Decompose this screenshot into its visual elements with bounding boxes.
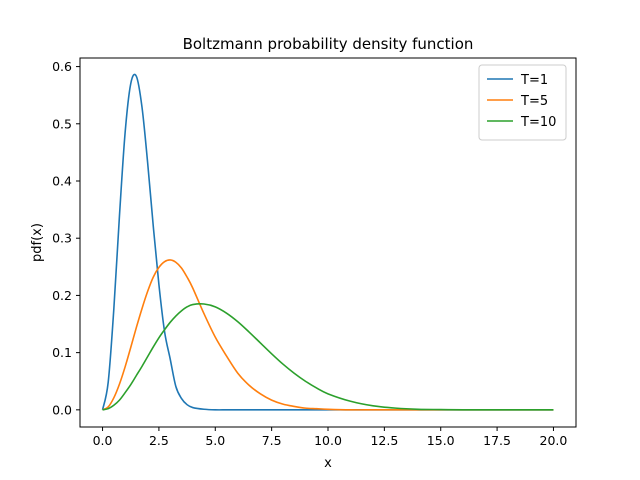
y-axis-label: pdf(x): [30, 223, 45, 262]
x-tick-label: 0.0: [93, 433, 113, 448]
legend-label: T=5: [520, 94, 548, 109]
y-axis: 0.0 0.1 0.2 0.3 0.4 0.5 0.6: [52, 59, 80, 417]
x-tick-label: 12.5: [370, 433, 398, 448]
y-tick-label: 0.1: [52, 345, 72, 360]
x-tick-label: 2.5: [149, 433, 169, 448]
x-tick-label: 5.0: [205, 433, 225, 448]
y-tick-label: 0.4: [52, 174, 72, 189]
y-tick-label: 0.5: [52, 116, 72, 131]
series-line-t-5: [102, 259, 554, 411]
series-line-t-10: [102, 303, 554, 411]
x-tick-label: 7.5: [262, 433, 282, 448]
x-tick-label: 15.0: [427, 433, 455, 448]
x-axis: 0.0 2.5 5.0 7.5 10.0 12.5 15.0 17.5 20.0: [93, 427, 568, 448]
y-tick-label: 0.3: [52, 231, 72, 246]
legend-label: T=1: [520, 73, 548, 88]
legend: T=1 T=5 T=10: [478, 64, 567, 141]
x-tick-label: 10.0: [314, 433, 342, 448]
chart-title: Boltzmann probability density function: [183, 35, 474, 53]
y-tick-label: 0.2: [52, 288, 72, 303]
legend-label: T=10: [520, 115, 556, 130]
y-tick-label: 0.0: [52, 402, 72, 417]
series-layer: [101, 73, 554, 411]
x-tick-label: 17.5: [483, 433, 511, 448]
x-axis-label: x: [324, 456, 332, 471]
y-tick-label: 0.6: [52, 59, 72, 74]
x-tick-label: 20.0: [540, 433, 568, 448]
